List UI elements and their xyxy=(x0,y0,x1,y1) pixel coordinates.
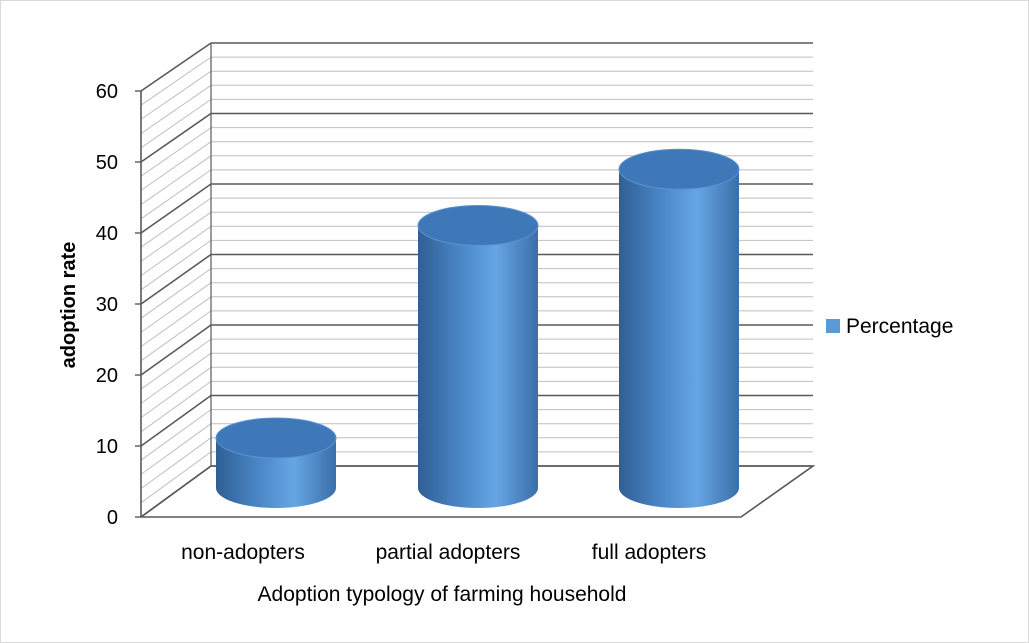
side-hatch-line xyxy=(140,84,212,135)
bar-body xyxy=(619,169,739,508)
side-hatch-line xyxy=(140,380,212,433)
side-gridline xyxy=(140,183,212,234)
legend-label: Percentage xyxy=(846,315,953,338)
y-tick-label: 0 xyxy=(107,507,118,529)
x-tick-label: non-adopters xyxy=(181,541,305,564)
side-hatch-line xyxy=(140,451,212,504)
legend-swatch xyxy=(826,319,840,333)
side-hatch-line xyxy=(140,127,212,177)
side-hatch-line xyxy=(140,141,212,191)
bar xyxy=(618,148,740,508)
bar-top xyxy=(215,417,337,459)
bars xyxy=(215,148,740,508)
x-axis-title: Adoption typology of farming household xyxy=(258,583,627,606)
y-tick-label: 30 xyxy=(96,294,118,316)
floor-outline xyxy=(140,465,816,518)
side-hatch-line xyxy=(140,296,212,348)
side-hatch-line xyxy=(140,56,212,106)
side-hatch-line xyxy=(140,338,212,390)
y-tick-label: 40 xyxy=(96,223,118,245)
side-hatch-line xyxy=(140,211,212,262)
side-hatch-line xyxy=(140,437,212,490)
y-tick-label: 10 xyxy=(96,436,118,458)
side-hatch-line xyxy=(140,409,212,461)
bar-body xyxy=(418,225,538,508)
side-gridline xyxy=(140,324,212,376)
side-hatch-line xyxy=(140,366,212,419)
side-hatch-line xyxy=(140,352,212,404)
side-hatch-line xyxy=(140,423,212,475)
x-tick-label: partial adopters xyxy=(376,541,521,564)
y-axis-title: adoption rate xyxy=(58,242,80,369)
side-wall xyxy=(140,56,212,504)
bar-top xyxy=(618,148,740,190)
side-hatch-line xyxy=(140,169,212,220)
side-gridline xyxy=(140,112,212,163)
x-axis-ticks: non-adopters partial adopters full adopter… xyxy=(181,541,706,564)
side-hatch-line xyxy=(140,70,212,120)
bar-top xyxy=(417,205,539,246)
y-tick-label: 60 xyxy=(96,81,118,103)
y-tick-label: 50 xyxy=(96,152,118,174)
side-hatch-line xyxy=(140,310,212,362)
side-hatch-line xyxy=(140,98,212,149)
legend: Percentage xyxy=(826,315,953,338)
side-gridline xyxy=(140,394,212,447)
x-tick-label: full adopters xyxy=(592,541,706,564)
side-hatch-line xyxy=(140,268,212,319)
side-gridline xyxy=(140,253,212,305)
bar xyxy=(215,417,337,508)
y-tick-label: 20 xyxy=(96,365,118,387)
side-hatch-line xyxy=(140,197,212,248)
bar xyxy=(417,205,539,508)
side-hatch-line xyxy=(140,282,212,333)
side-hatch-line xyxy=(140,155,212,206)
side-gridline xyxy=(140,42,212,92)
side-hatch-line xyxy=(140,239,212,291)
y-axis-ticks: 0 10 20 30 40 50 60 xyxy=(96,81,141,529)
side-hatch-line xyxy=(140,225,212,277)
floor xyxy=(140,465,816,518)
